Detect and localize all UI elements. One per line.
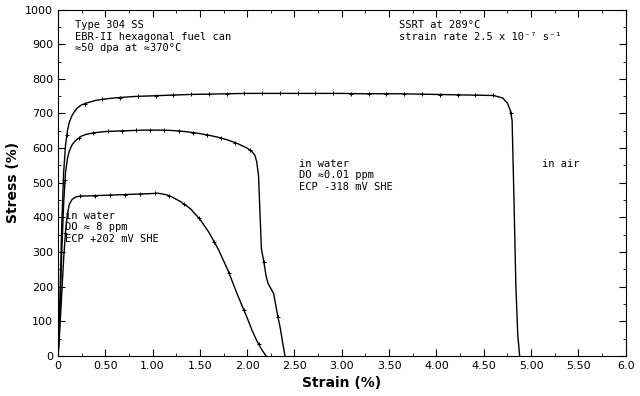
Text: in water
DO ≈0.01 ppm
ECP -318 mV SHE: in water DO ≈0.01 ppm ECP -318 mV SHE	[300, 158, 393, 192]
X-axis label: Strain (%): Strain (%)	[302, 377, 381, 390]
Text: in air: in air	[542, 158, 580, 169]
Y-axis label: Stress (%): Stress (%)	[6, 142, 20, 223]
Text: in water
DO ≈ 8 ppm
ECP +202 mV SHE: in water DO ≈ 8 ppm ECP +202 mV SHE	[65, 211, 158, 244]
Text: SSRT at 289°C
strain rate 2.5 x 10⁻⁷ s⁻¹: SSRT at 289°C strain rate 2.5 x 10⁻⁷ s⁻¹	[399, 20, 561, 42]
Text: Type 304 SS
EBR-II hexagonal fuel can
≈50 dpa at ≈370°C: Type 304 SS EBR-II hexagonal fuel can ≈5…	[75, 20, 231, 53]
